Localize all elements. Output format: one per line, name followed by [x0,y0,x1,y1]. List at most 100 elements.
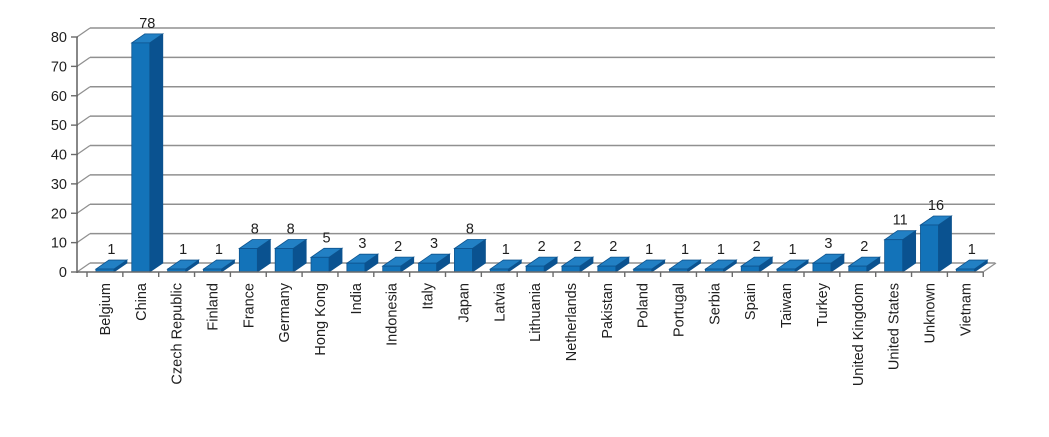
x-axis-label-poland: Poland [636,283,652,328]
x-axis-label-united-kingdom: United Kingdom [851,283,867,386]
bar-united-states [883,229,917,273]
value-label-indonesia: 2 [394,239,402,255]
y-axis-label-0: 0 [59,265,67,281]
value-label-finland: 1 [215,242,223,258]
wall-connector-40 [76,144,91,156]
value-label-united-kingdom: 2 [860,239,868,255]
x-axis-label-india: India [349,282,365,314]
value-label-poland: 1 [645,242,653,258]
floor-right-edge [982,262,997,273]
value-label-hong-kong: 5 [322,230,330,246]
value-label-czech-republic: 1 [179,242,187,258]
bar-latvia [488,259,523,273]
x-axis-label-indonesia: Indonesia [385,282,401,346]
bar-czech-republic [166,259,200,273]
value-label-united-states: 11 [893,213,908,229]
bar-taiwan [775,259,810,273]
value-label-unknown: 16 [928,198,944,214]
bar-unknown [919,215,953,273]
value-label-china: 78 [139,16,155,32]
bar-poland [632,259,666,273]
value-label-latvia: 1 [502,242,510,258]
bar-front-face [884,239,904,273]
wall-connector-60 [76,86,91,97]
bar-front-face [274,248,294,273]
bar-front-face [740,265,760,273]
y-axis-label-10: 10 [51,236,67,252]
wall-connector-50 [76,115,91,126]
value-label-france: 8 [251,222,259,238]
x-axis-label-belgium: Belgium [98,283,114,335]
x-axis-label-latvia: Latvia [492,282,508,322]
value-label-taiwan: 1 [789,242,797,258]
value-label-lithuania: 2 [538,239,546,255]
wall-connector-0 [76,262,91,273]
bar-netherlands [560,256,595,273]
x-axis-label-spain: Spain [743,283,759,320]
x-axis-label-china: China [134,282,150,321]
bar-vietnam [955,259,989,273]
bar-japan [453,238,487,273]
bar-belgium [94,259,129,273]
bar-front-face [310,256,330,273]
bar-side-face [938,215,952,273]
bar-turkey [811,253,846,273]
value-label-germany: 8 [287,222,295,238]
x-axis-label-netherlands: Netherlands [564,283,580,361]
wall-connector-70 [76,56,91,67]
bar-front-face [131,42,151,273]
bar-hong-kong [309,247,344,273]
x-axis-label-united-states: United States [887,283,903,370]
value-label-japan: 8 [466,222,474,238]
x-axis-label-lithuania: Lithuania [528,282,544,342]
wall-connector-80 [76,27,91,38]
bar-front-face [920,224,939,273]
y-axis-label-40: 40 [51,148,67,164]
bar-india [345,253,380,273]
value-label-pakistan: 2 [609,239,617,255]
value-label-italy: 3 [430,236,438,252]
wall-connector-10 [76,233,91,244]
value-label-india: 3 [358,236,366,252]
x-axis-label-vietnam: Vietnam [958,283,974,336]
bar-front-face [382,265,402,273]
bar-front-face [812,262,832,273]
bar-spain [739,256,774,273]
x-axis-label-france: France [241,283,257,328]
wall-connector-30 [76,174,91,185]
x-axis-label-finland: Finland [205,283,221,331]
bar-indonesia [381,256,416,273]
value-label-belgium: 1 [107,242,115,258]
y-axis-label-60: 60 [51,89,67,105]
y-axis-label-30: 30 [51,177,67,193]
x-axis-label-japan: Japan [456,283,472,323]
bar-front-face [454,248,473,273]
value-label-portugal: 1 [681,242,689,258]
x-axis-label-turkey: Turkey [815,282,831,327]
value-label-serbia: 1 [717,242,725,258]
x-axis-label-germany: Germany [277,282,293,342]
x-axis-label-pakistan: Pakistan [600,283,616,339]
bar-front-face [848,265,868,273]
bar-front-face [346,262,366,273]
x-axis-label-hong-kong: Hong Kong [313,283,329,356]
value-label-vietnam: 1 [968,242,976,258]
wall-connector-20 [76,203,91,214]
bar-serbia [704,259,738,273]
bar-front-face [238,248,258,273]
bar-front-face [418,262,437,273]
y-axis-label-70: 70 [51,59,67,75]
bar-side-face [149,33,164,273]
x-axis-label-serbia: Serbia [707,282,723,325]
bar-china [130,33,165,273]
x-axis-label-taiwan: Taiwan [779,283,795,328]
x-axis-label-italy: Italy [421,282,437,309]
y-axis-label-80: 80 [51,30,67,46]
bar-front-face [597,265,617,273]
bar-front-face [561,265,581,273]
x-axis-label-unknown: Unknown [922,283,938,343]
bar-lithuania [524,256,559,273]
x-axis-label-portugal: Portugal [672,283,688,337]
